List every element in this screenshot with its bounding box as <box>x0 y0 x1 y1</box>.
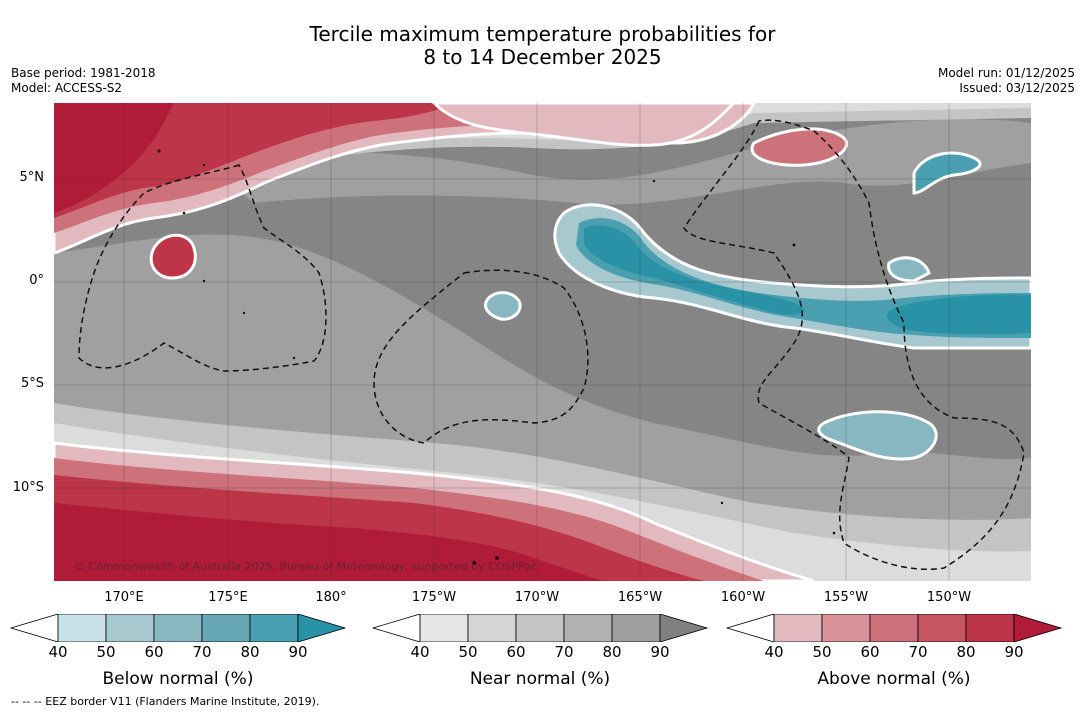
colorbar-near-segment-40 <box>419 614 469 642</box>
colorbar-near-tick-80: 80 <box>602 643 622 661</box>
above-normal-region-south-90 <box>54 503 604 581</box>
below-normal-region-equatorial-90 <box>584 225 805 316</box>
probability-map: © Commonwealth of Australia 2025, Bureau… <box>54 103 1031 581</box>
eez-footnote: -- -- -- EEZ border V11 (Flanders Marine… <box>11 695 320 708</box>
issued-date: Issued: 03/12/2025 <box>959 81 1075 95</box>
colorbar-above-normal <box>726 614 1063 642</box>
colorbar-near-tick-50: 50 <box>458 643 478 661</box>
lon-label-155w: 155°W <box>823 590 869 605</box>
colorbar-above-tick-90: 90 <box>1004 643 1024 661</box>
colorbar-near-tick-60: 60 <box>506 643 526 661</box>
colorbar-near-segment-60 <box>515 614 565 642</box>
colorbar-near-tick-90: 90 <box>650 643 670 661</box>
lat-label-5n: 5°N <box>19 170 45 185</box>
lon-label-170e: 170°E <box>104 590 144 605</box>
lon-label-180: 180° <box>315 590 347 605</box>
islands <box>157 149 836 565</box>
map-title-line2: 8 to 14 December 2025 <box>423 45 662 69</box>
colorbar-below-tick-70: 70 <box>192 643 212 661</box>
colorbar-below-segment-40 <box>57 614 107 642</box>
below-normal-patch-central <box>484 291 522 321</box>
lat-label-5s: 5°S <box>20 376 44 391</box>
colorbar-below-title: Below normal (%) <box>102 669 254 689</box>
above-normal-region-north-90 <box>54 103 174 213</box>
below-normal-patch-near-east <box>887 256 931 283</box>
graticule <box>54 103 1031 581</box>
colorbar-above-tick-80: 80 <box>956 643 976 661</box>
colorbar-above-segment-70 <box>917 614 967 642</box>
colorbar-below-high-extension <box>297 614 347 642</box>
colorbar-near-high-extension <box>659 614 709 642</box>
colorbar-above-segment-80 <box>965 614 1015 642</box>
map-title-line1: Tercile maximum temperature probabilitie… <box>309 22 776 46</box>
lon-label-170w: 170°W <box>514 590 560 605</box>
colorbar-above-tick-60: 60 <box>860 643 880 661</box>
above-normal-patch-165w <box>431 103 737 147</box>
lon-label-175w: 175°W <box>411 590 457 605</box>
below-normal-region-east-90 <box>886 294 1031 335</box>
colorbar-near-normal <box>372 614 709 642</box>
colorbar-near-tick-70: 70 <box>554 643 574 661</box>
colorbar-above-segment-50 <box>821 614 871 642</box>
colorbar-near-segment-50 <box>467 614 517 642</box>
lat-label-10s: 10°S <box>12 480 44 495</box>
above-normal-patch-170e <box>149 233 197 280</box>
colorbar-near-low-extension <box>372 614 421 642</box>
below-normal-patch-north <box>912 151 982 195</box>
colorbar-above-tick-50: 50 <box>812 643 832 661</box>
colorbar-below-tick-90: 90 <box>288 643 308 661</box>
lat-label-0: 0° <box>29 273 44 288</box>
colorbar-near-segment-70 <box>563 614 613 642</box>
below-normal-patch-south <box>817 410 938 461</box>
colorbar-above-tick-40: 40 <box>764 643 784 661</box>
colorbar-above-low-extension <box>726 614 775 642</box>
colorbar-above-tick-70: 70 <box>908 643 928 661</box>
lon-label-160w: 160°W <box>720 590 766 605</box>
lon-label-165w: 165°W <box>617 590 663 605</box>
colorbar-below-segment-60 <box>153 614 203 642</box>
base-period: Base period: 1981-2018 <box>11 66 156 80</box>
model-run: Model run: 01/12/2025 <box>937 66 1075 80</box>
colorbar-below-segment-70 <box>201 614 251 642</box>
eez-borders <box>78 119 1025 571</box>
colorbar-above-segment-40 <box>773 614 823 642</box>
colorbar-above-segment-60 <box>869 614 919 642</box>
colorbar-below-segment-80 <box>249 614 299 642</box>
copyright-text: © Commonwealth of Australia 2025, Bureau… <box>74 560 537 573</box>
colorbar-below-tick-50: 50 <box>96 643 116 661</box>
colorbar-above-title: Above normal (%) <box>817 669 971 689</box>
colorbar-below-normal <box>10 614 347 642</box>
colorbar-below-low-extension <box>10 614 59 642</box>
colorbar-near-segment-80 <box>611 614 661 642</box>
colorbar-near-title: Near normal (%) <box>469 669 611 689</box>
colorbar-below-tick-60: 60 <box>144 643 164 661</box>
colorbar-below-tick-80: 80 <box>240 643 260 661</box>
colorbar-below-segment-50 <box>105 614 155 642</box>
lon-label-150w: 150°W <box>926 590 972 605</box>
model-name: Model: ACCESS-S2 <box>11 81 123 95</box>
lon-label-175e: 175°E <box>208 590 248 605</box>
colorbar-below-tick-40: 40 <box>48 643 68 661</box>
colorbar-near-tick-40: 40 <box>410 643 430 661</box>
colorbar-above-high-extension <box>1013 614 1063 642</box>
